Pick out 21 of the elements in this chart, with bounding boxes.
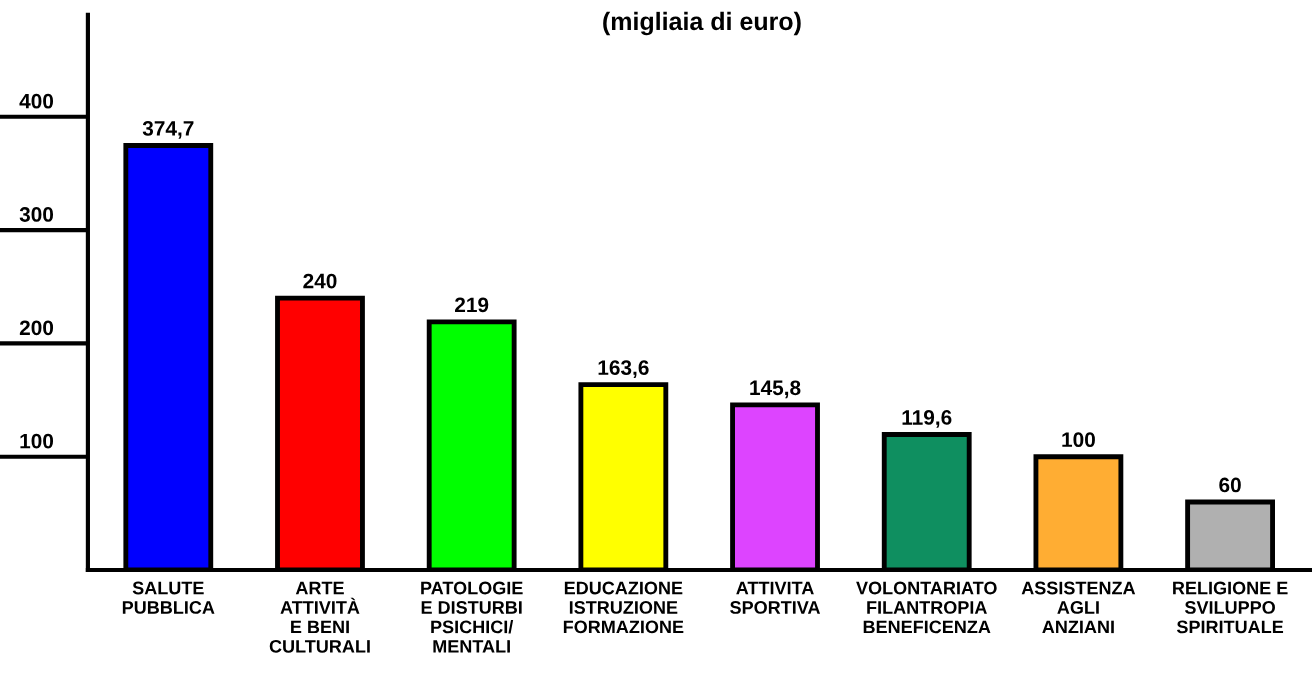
y-tick-label: 400 <box>19 93 54 109</box>
chart-title: (migliaia di euro) <box>603 11 801 36</box>
y-tick-label: 100 <box>20 433 54 449</box>
data-label: 240 <box>303 273 337 289</box>
x-tick-label: RELIGIONE E SVILUPPO SPIRITUALE <box>1173 581 1288 634</box>
x-tick-label: PATOLOGIE E DISTURBI PSICHICI/ MENTALI <box>421 581 523 653</box>
y-tick-label: 200 <box>19 320 54 336</box>
data-label: 60 <box>1219 477 1241 493</box>
x-tick-label: ATTIVITA SPORTIVA <box>730 581 821 614</box>
x-tick-label: ARTE ATTIVITÀ E BENI CULTURALI <box>269 581 370 653</box>
data-label: 374,7 <box>142 121 194 139</box>
x-tick-label: ASSISTENZA AGLI ANZIANI <box>1021 581 1136 634</box>
data-label: 219 <box>455 297 489 313</box>
y-tick-label: 300 <box>19 207 54 222</box>
data-label: 100 <box>1062 432 1095 448</box>
data-label: 119,6 <box>902 410 952 428</box>
x-tick-label: VOLONTARIATO FILANTROPIA BENEFICENZA <box>856 581 997 634</box>
data-label: 145,8 <box>750 380 801 399</box>
x-tick-label: EDUCAZIONE ISTRUZIONE FORMAZIONE <box>563 581 684 634</box>
x-tick-label: SALUTE PUBBLICA <box>122 581 215 614</box>
data-label: 163,6 <box>598 360 649 378</box>
